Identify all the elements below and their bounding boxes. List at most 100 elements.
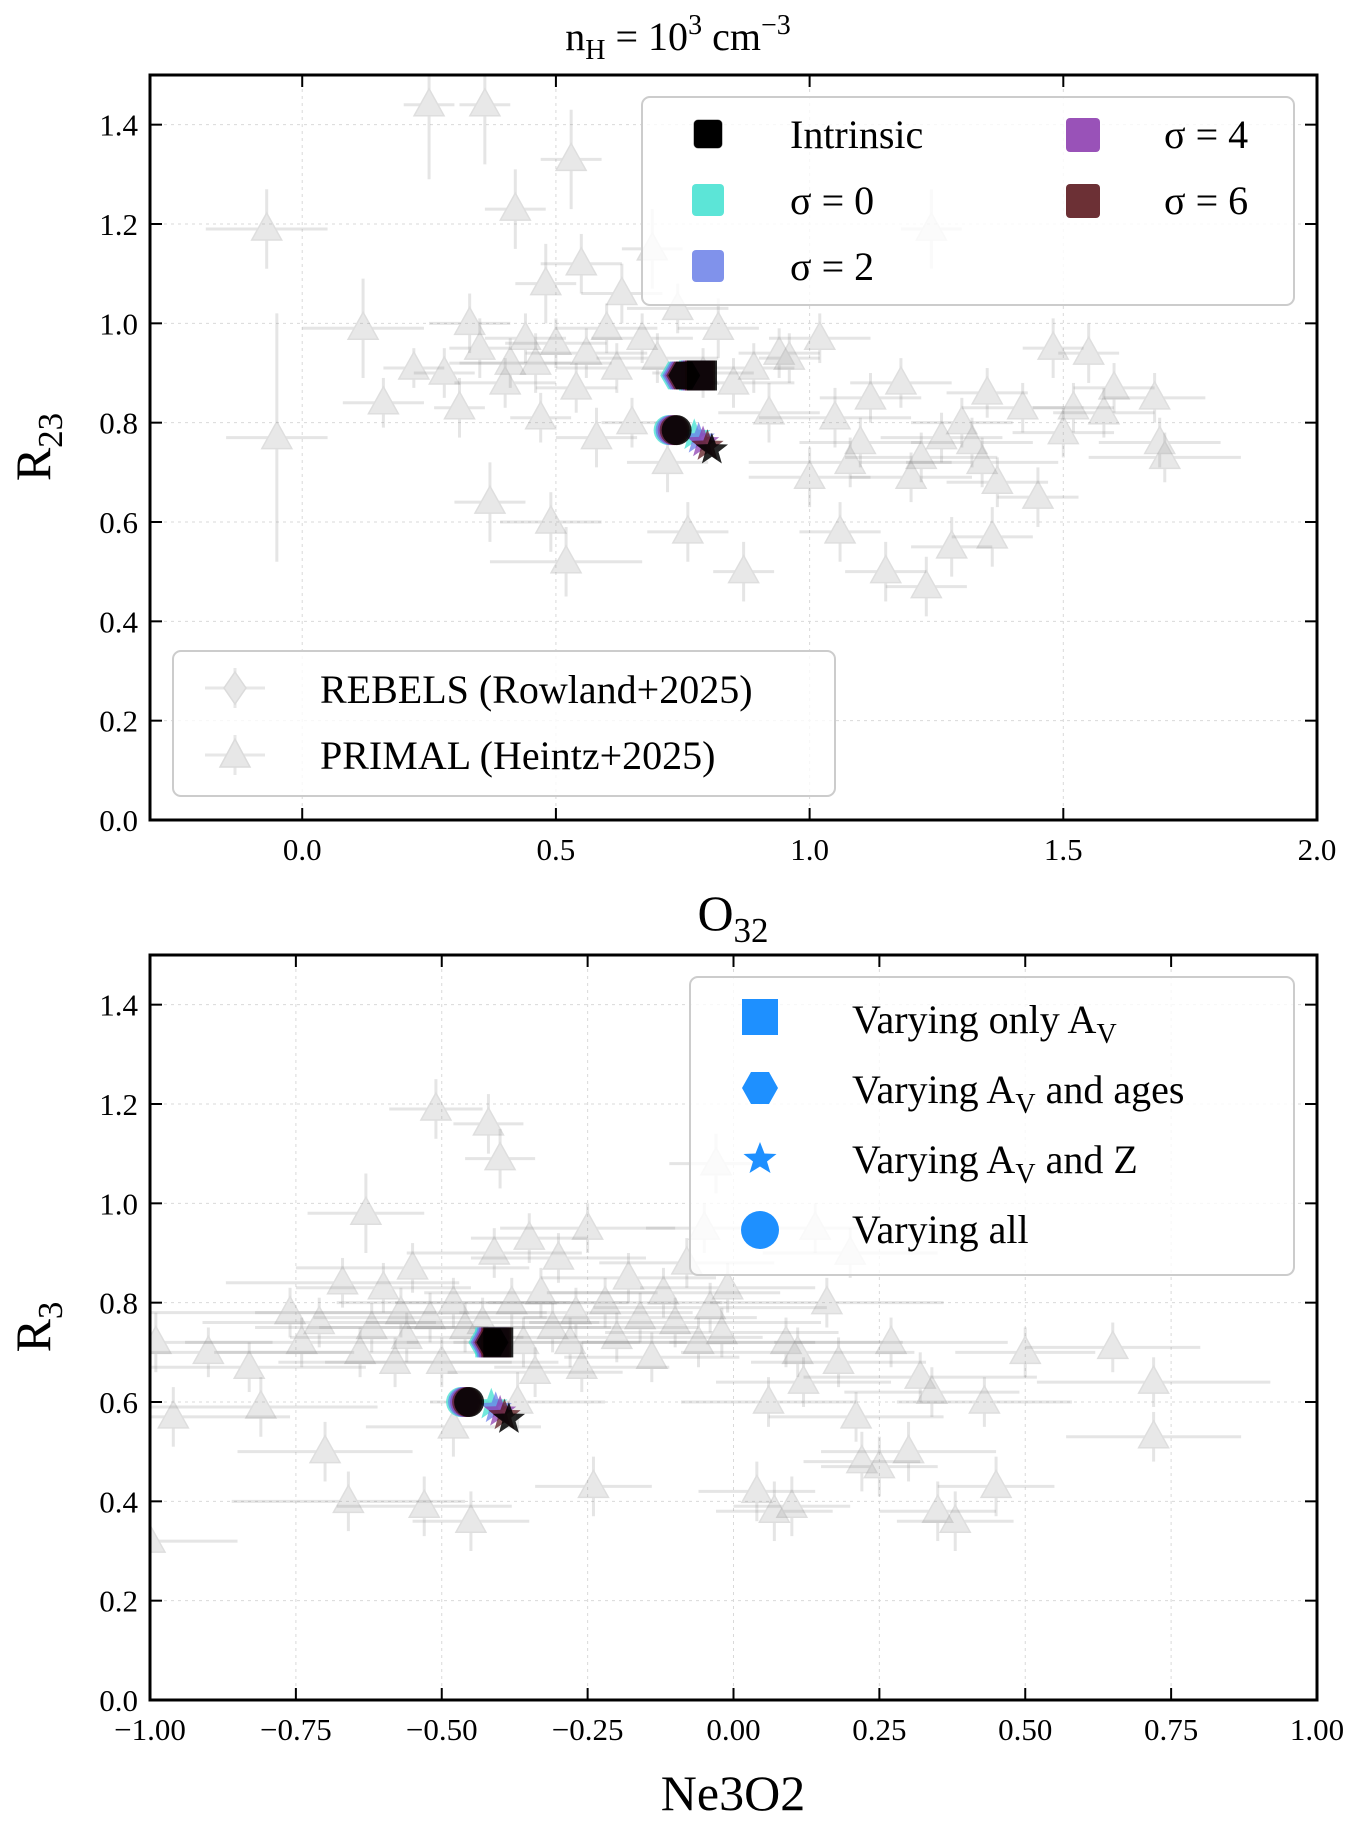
- triangle-marker: [536, 1309, 569, 1340]
- y-tick-label: 1.4: [99, 108, 138, 143]
- x-tick-label: 0.75: [1144, 1712, 1198, 1747]
- triangle-marker: [935, 529, 968, 559]
- observation-point: [447, 1347, 623, 1398]
- observation-point: [295, 1243, 530, 1293]
- triangle-marker: [1047, 415, 1080, 445]
- triangle-marker: [559, 1295, 593, 1325]
- observation-point: [713, 343, 795, 393]
- observations-layer: [150, 1079, 1271, 1571]
- x-tick-label: 0.5: [537, 832, 576, 867]
- observation-point: [713, 541, 775, 602]
- triangle-marker: [519, 345, 552, 375]
- triangle-marker: [384, 1295, 418, 1325]
- triangle-marker: [1021, 479, 1055, 509]
- legend-entry-primal: PRIMAL (Heintz+2025): [205, 733, 715, 778]
- x-tick-label: −0.75: [260, 1712, 332, 1747]
- y-axis-title: R23: [5, 413, 70, 481]
- observation-point: [302, 278, 424, 378]
- square-marker-icon: [742, 999, 778, 1035]
- observation-point: [880, 412, 1003, 463]
- observation-point: [821, 1421, 997, 1482]
- triangle-marker: [758, 1493, 791, 1524]
- triangle-marker-icon: [205, 735, 265, 775]
- legend-entry-sigma-0: σ = 0: [692, 178, 874, 223]
- triangle-marker: [845, 1444, 879, 1474]
- triangle-marker: [150, 1523, 167, 1553]
- observation-point: [946, 457, 1049, 508]
- observation-point: [231, 1471, 466, 1532]
- triangle-marker: [326, 1265, 359, 1295]
- triangle-marker: [1057, 390, 1090, 420]
- observation-point: [1053, 387, 1155, 438]
- triangle-marker: [752, 395, 786, 425]
- observation-point: [845, 541, 927, 602]
- triangle-marker: [787, 1364, 820, 1394]
- panel-bottom: −1.00 −0.75 −0.50 −0.25 0.00 0.25 0.50 0.75 1.00…: [5, 953, 1344, 1821]
- observation-point: [698, 1461, 816, 1522]
- triangle-marker: [554, 141, 588, 172]
- observation-point: [605, 1307, 839, 1358]
- observation-point: [1025, 1322, 1201, 1373]
- triangle-marker: [647, 1275, 680, 1305]
- triangle-marker: [1097, 370, 1131, 400]
- observation-point: [454, 358, 556, 408]
- observation-point: [434, 377, 485, 438]
- y-tick-label: 1.0: [99, 306, 138, 341]
- observation-point: [494, 1342, 670, 1393]
- legend-label: σ = 0: [790, 178, 874, 223]
- observation-point: [454, 462, 526, 542]
- triangle-marker: [390, 1319, 424, 1350]
- triangle-marker: [1072, 335, 1105, 365]
- triangle-marker: [727, 554, 760, 584]
- observation-point: [449, 338, 572, 388]
- triangle-marker: [968, 1384, 1001, 1414]
- observation-point: [546, 1267, 781, 1318]
- observation-point: [342, 377, 424, 428]
- x-tick-label: 2.0: [1298, 832, 1337, 867]
- axis-ticks: 0.0 0.5 1.0 1.5 2.0 0.0 0.2 0.4 0.6 0.8 1.0 1.2 1.4: [99, 75, 1336, 867]
- observation-point: [150, 1342, 366, 1393]
- triangle-marker: [349, 1195, 383, 1226]
- axis-ticks: −1.00 −0.75 −0.50 −0.25 0.00 0.25 0.50 0.75 1.00…: [99, 955, 1344, 1747]
- triangle-marker: [970, 375, 1004, 405]
- circle-marker-icon: [741, 1211, 779, 1249]
- triangle-marker: [419, 1091, 453, 1121]
- triangle-marker: [892, 1434, 925, 1464]
- triangle-marker: [818, 400, 852, 430]
- observation-point: [540, 233, 622, 294]
- model-circle-marker: [661, 415, 692, 446]
- triangle-marker: [244, 1389, 278, 1419]
- observation-point: [459, 333, 612, 393]
- triangle-marker: [565, 1349, 599, 1379]
- observation-point: [581, 263, 663, 324]
- observation-point: [453, 1094, 524, 1154]
- observation-point: [278, 1337, 512, 1388]
- triangle-marker: [915, 1374, 949, 1404]
- legend-label: Varying AV and Z: [852, 1137, 1138, 1190]
- observation-point: [500, 1203, 676, 1253]
- triangle-marker: [769, 1324, 803, 1355]
- observation-point: [1058, 323, 1120, 383]
- triangle-marker: [605, 275, 639, 306]
- observation-point: [845, 432, 998, 483]
- triangle-marker: [1137, 1364, 1170, 1394]
- triangle-marker: [1087, 395, 1121, 425]
- legend-label: REBELS (Rowland+2025): [320, 667, 753, 712]
- triangle-marker: [260, 420, 294, 450]
- triangle-marker: [524, 400, 557, 430]
- triangle-marker: [904, 439, 938, 470]
- y-tick-label: 1.4: [99, 988, 138, 1023]
- legend-colors: Intrinsic σ = 0 σ = 2 σ = 4 σ = 6: [641, 96, 1295, 306]
- figure-title: nH = 103 cm−3: [565, 10, 790, 66]
- observation-point: [896, 1377, 1072, 1427]
- triangle-marker: [367, 385, 400, 415]
- observation-point: [718, 382, 820, 443]
- y-tick-label: 0.6: [99, 505, 138, 540]
- triangle-marker: [965, 444, 999, 475]
- legend-swatch: [692, 184, 724, 216]
- observation-point: [406, 1302, 699, 1353]
- triangle-marker: [612, 1260, 645, 1290]
- legend-swatch: [1066, 184, 1100, 218]
- x-tick-label: 0.0: [283, 832, 322, 867]
- observation-point: [821, 1436, 938, 1497]
